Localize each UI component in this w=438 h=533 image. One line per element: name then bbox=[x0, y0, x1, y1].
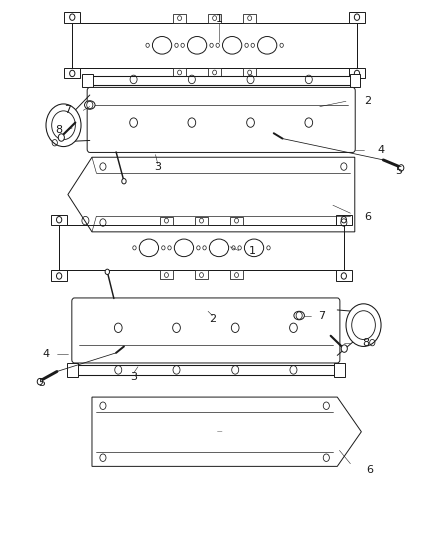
Text: 3: 3 bbox=[154, 163, 161, 172]
Circle shape bbox=[37, 378, 42, 385]
Bar bbox=[160, 217, 173, 225]
FancyBboxPatch shape bbox=[72, 298, 340, 363]
Polygon shape bbox=[92, 397, 361, 466]
Bar bbox=[173, 68, 186, 76]
Text: 2: 2 bbox=[364, 96, 371, 106]
Polygon shape bbox=[68, 157, 355, 232]
Bar bbox=[51, 215, 67, 225]
Bar bbox=[336, 215, 352, 225]
Text: 3: 3 bbox=[130, 372, 137, 382]
Bar bbox=[230, 270, 243, 279]
Bar bbox=[334, 363, 345, 377]
Text: 6: 6 bbox=[364, 212, 371, 222]
Text: 8: 8 bbox=[56, 125, 63, 134]
Text: 5: 5 bbox=[38, 378, 45, 387]
Text: 7: 7 bbox=[318, 311, 325, 321]
Bar bbox=[72, 365, 339, 375]
Bar bbox=[173, 14, 186, 23]
Bar bbox=[244, 68, 256, 76]
Bar bbox=[67, 363, 78, 377]
Bar bbox=[208, 68, 221, 76]
Bar bbox=[59, 225, 344, 270]
Bar bbox=[59, 225, 344, 270]
Text: 1: 1 bbox=[215, 14, 223, 23]
Ellipse shape bbox=[85, 101, 95, 109]
Text: 1: 1 bbox=[248, 246, 255, 255]
Bar bbox=[82, 74, 93, 87]
Circle shape bbox=[346, 304, 381, 346]
Bar bbox=[350, 74, 360, 87]
Bar bbox=[64, 12, 80, 23]
Text: 5: 5 bbox=[395, 166, 402, 175]
Bar bbox=[88, 76, 355, 85]
Bar bbox=[72, 23, 357, 68]
FancyBboxPatch shape bbox=[87, 87, 355, 152]
Text: 4: 4 bbox=[378, 146, 385, 155]
Ellipse shape bbox=[294, 311, 304, 320]
Bar bbox=[349, 68, 365, 78]
Bar bbox=[230, 217, 243, 225]
Text: —: — bbox=[216, 429, 222, 434]
Text: 6: 6 bbox=[367, 465, 374, 475]
Bar bbox=[160, 270, 173, 279]
Bar bbox=[208, 14, 221, 23]
Bar bbox=[51, 270, 67, 281]
Bar bbox=[336, 270, 352, 281]
Bar bbox=[349, 12, 365, 23]
Circle shape bbox=[105, 269, 110, 274]
Text: 8: 8 bbox=[362, 338, 369, 348]
Bar bbox=[64, 68, 80, 78]
Bar bbox=[195, 270, 208, 279]
Circle shape bbox=[58, 134, 64, 141]
Bar bbox=[244, 14, 256, 23]
Circle shape bbox=[399, 165, 404, 171]
Bar bbox=[72, 23, 357, 68]
Circle shape bbox=[341, 345, 347, 352]
Text: 2: 2 bbox=[209, 314, 216, 324]
Circle shape bbox=[46, 104, 81, 147]
Text: 4: 4 bbox=[42, 350, 49, 359]
Circle shape bbox=[122, 179, 126, 184]
Bar bbox=[195, 217, 208, 225]
Text: 7: 7 bbox=[64, 106, 71, 115]
